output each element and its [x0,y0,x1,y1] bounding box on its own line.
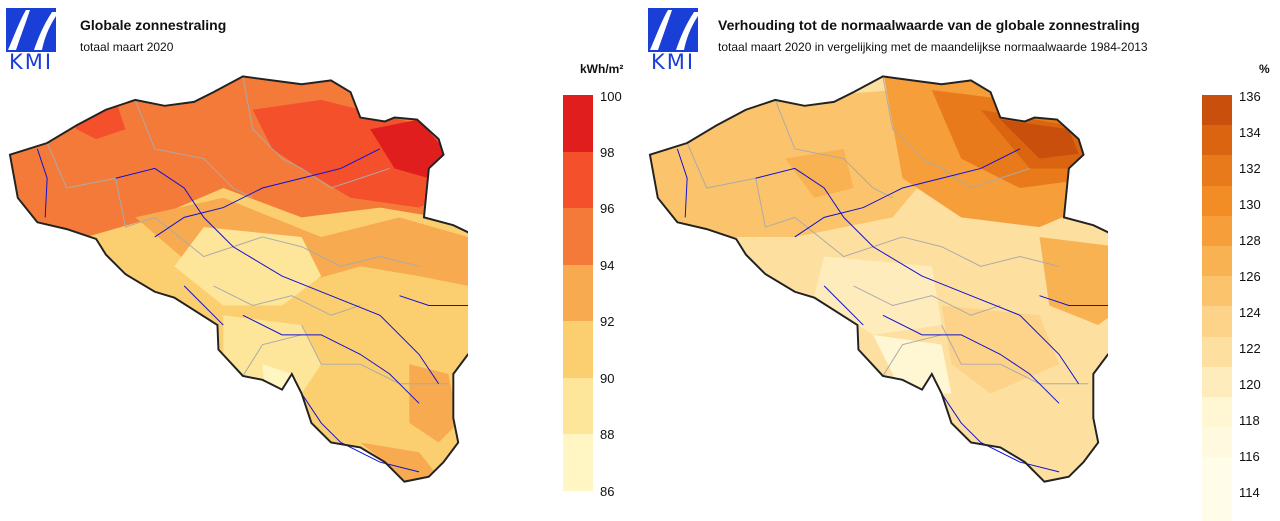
legend-bin [563,151,593,208]
legend-unit: kWh/m² [580,62,624,76]
ratio-fill [649,76,1108,482]
legend-bin [1202,336,1232,367]
color-legend [563,95,593,491]
legend-tick: 130 [1239,197,1261,212]
rivers [676,148,1108,473]
logo-text: KMI [8,50,54,74]
legend-bin [1202,457,1232,521]
legend-bin [1202,245,1232,277]
legend-bin [563,95,593,152]
legend-bin [1202,125,1232,156]
radiation-ratio-panel: KMI Verhouding tot de normaalwaarde van … [640,0,1280,521]
belgium-border [8,75,468,483]
kmi-logo: KMI [4,6,58,74]
legend-bin [1202,306,1232,337]
legend-tick: 118 [1239,413,1260,428]
belgium-radiation-map [8,75,468,483]
legend-tick: 114 [1239,485,1260,500]
legend-bin [1202,427,1232,458]
kmi-logo: KMI [646,6,700,74]
legend-tick: 124 [1239,305,1261,320]
legend-tick: 116 [1239,449,1260,464]
legend-tick: 100 [600,89,622,104]
map-subtitle: totaal maart 2020 [80,40,174,54]
legend-bin [1202,276,1232,307]
map-title: Verhouding tot de normaalwaarde van de g… [718,17,1140,33]
province-borders [686,76,1089,385]
legend-bin [1202,215,1232,246]
legend-bin [1202,155,1232,186]
legend-bin [563,377,593,434]
legend-tick: 98 [600,145,615,160]
legend-bin [1202,396,1232,428]
color-legend [1202,95,1232,521]
radiation-fill [9,76,468,482]
legend-tick: 90 [600,371,615,386]
legend-tick: 122 [1239,341,1261,356]
legend-bin [563,321,593,378]
legend-unit: % [1259,62,1270,76]
legend-tick: 120 [1239,377,1261,392]
solar-radiation-panel: KMI Globale zonnestraling totaal maart 2… [0,0,640,507]
legend-tick: 126 [1239,269,1261,284]
belgium-border [648,75,1108,483]
kmi-logo-icon [6,8,56,52]
belgium-ratio-map [648,75,1108,483]
legend-bin [1202,366,1232,397]
legend-tick: 136 [1239,89,1261,104]
rivers [36,148,468,473]
legend-bin [563,208,593,265]
legend-tick: 92 [600,314,615,329]
kmi-logo-icon [648,8,698,52]
legend-tick: 94 [600,258,615,273]
legend-tick: 128 [1239,233,1261,248]
logo-text: KMI [650,50,696,74]
legend-tick: 134 [1239,125,1261,140]
legend-tick: 96 [600,201,615,216]
legend-bin [1202,95,1232,126]
province-borders [46,76,449,385]
legend-tick: 132 [1239,161,1261,176]
legend-bin [1202,185,1232,216]
legend-tick: 86 [600,484,615,499]
map-subtitle: totaal maart 2020 in vergelijking met de… [718,40,1148,54]
legend-bin [563,434,593,491]
legend-tick: 88 [600,427,615,442]
map-title: Globale zonnestraling [80,17,227,33]
legend-bin [563,264,593,321]
